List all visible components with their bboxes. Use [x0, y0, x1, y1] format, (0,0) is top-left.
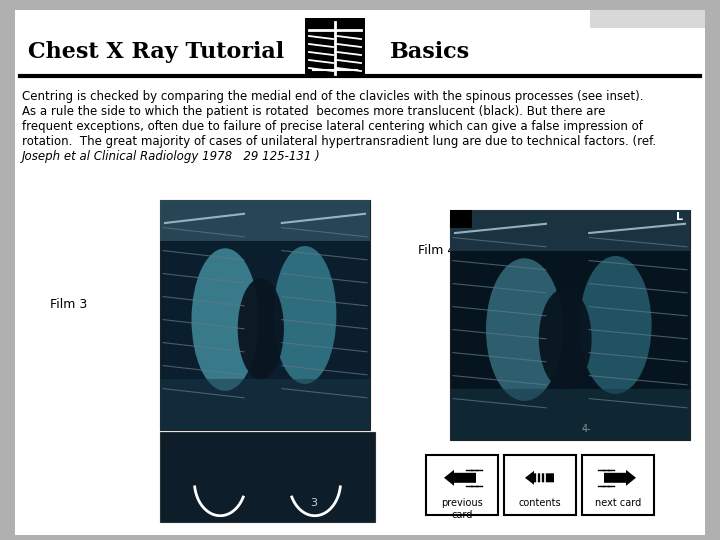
Bar	[504, 455, 576, 515]
FancyArrow shape	[444, 470, 476, 486]
Text: next card: next card	[595, 498, 641, 508]
Text: previous
card: previous card	[441, 498, 483, 520]
Bar	[426, 455, 498, 515]
Text: contents: contents	[518, 498, 562, 508]
Text: 4-: 4-	[582, 424, 592, 434]
Text: Joseph et al Clinical Radiology 1978   29 125-131 ): Joseph et al Clinical Radiology 1978 29 …	[22, 150, 320, 163]
Bar	[450, 210, 472, 228]
Bar	[450, 210, 690, 252]
Ellipse shape	[539, 288, 592, 389]
Bar	[160, 380, 370, 430]
Bar	[450, 389, 690, 440]
Ellipse shape	[486, 258, 563, 401]
Text: Chest X Ray Tutorial: Chest X Ray Tutorial	[28, 41, 284, 63]
Text: 3: 3	[310, 498, 318, 508]
FancyArrow shape	[604, 470, 636, 486]
Text: L: L	[676, 212, 683, 222]
Bar	[450, 210, 690, 440]
Text: Film 3: Film 3	[50, 299, 87, 312]
Ellipse shape	[274, 246, 336, 384]
FancyArrow shape	[525, 471, 554, 485]
Text: As a rule the side to which the patient is rotated  becomes more translucent (bl: As a rule the side to which the patient …	[22, 105, 606, 118]
Text: frequent exceptions, often due to failure of precise lateral centering which can: frequent exceptions, often due to failur…	[22, 120, 643, 133]
Text: Film 4: Film 4	[418, 244, 455, 256]
Ellipse shape	[580, 256, 652, 394]
Bar	[160, 200, 370, 430]
Bar	[305, 18, 365, 78]
Bar	[160, 432, 375, 522]
Bar	[582, 455, 654, 515]
Bar	[160, 200, 370, 241]
Text: Basics: Basics	[390, 41, 470, 63]
Text: Centring is checked by comparing the medial end of the clavicles with the spinou: Centring is checked by comparing the med…	[22, 90, 644, 103]
Ellipse shape	[192, 248, 258, 391]
Text: rotation.  The great majority of cases of unilateral hypertransradient lung are : rotation. The great majority of cases of…	[22, 135, 656, 148]
Ellipse shape	[238, 278, 284, 380]
Bar	[590, 10, 705, 28]
